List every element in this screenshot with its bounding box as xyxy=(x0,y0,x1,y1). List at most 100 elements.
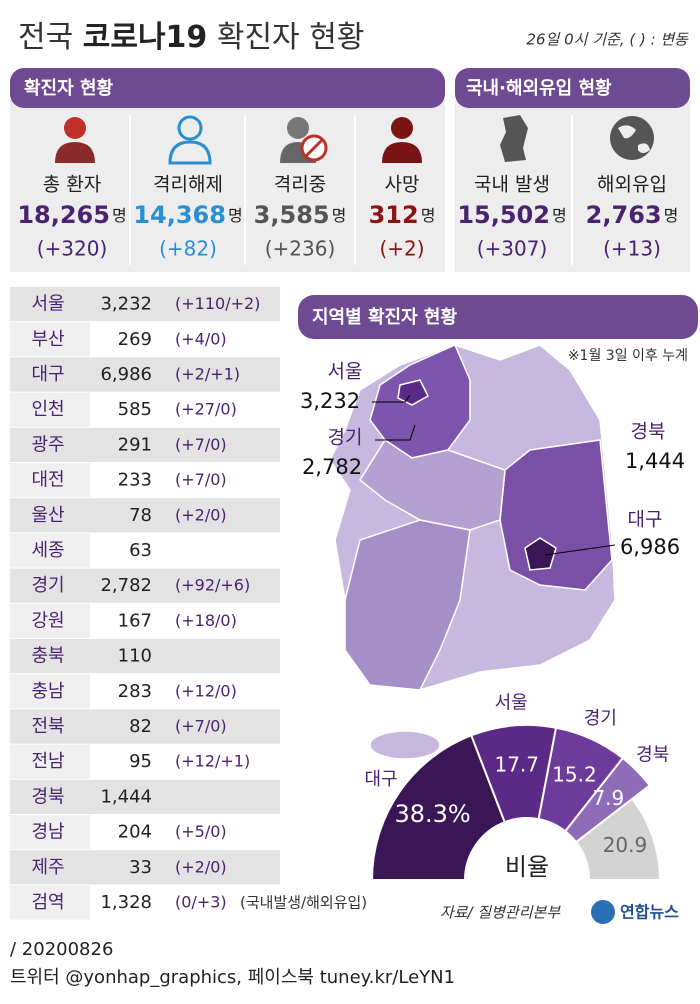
source: 자료/ 질병관리본부 xyxy=(440,904,561,922)
region-count: 78 xyxy=(129,505,152,526)
map-jeolla xyxy=(344,519,471,691)
region-change: (+7/0) xyxy=(175,470,227,489)
map-region-name: 대구 xyxy=(628,509,663,531)
title: 전국 코로나19 확진자 현황 xyxy=(18,20,364,55)
row-bg xyxy=(10,709,280,744)
ratio-value: 17.7 xyxy=(494,752,539,776)
region-name: 경북 xyxy=(31,786,64,807)
region-change: (+18/0) xyxy=(175,611,237,630)
region-change: (0/+3) xyxy=(175,893,227,912)
stat-number: 18,265 xyxy=(17,201,110,229)
region-name: 충북 xyxy=(31,646,64,667)
region-change: (+2/0) xyxy=(175,857,227,876)
name-cell-bg xyxy=(10,744,90,779)
stat-label: 국내 발생 xyxy=(474,174,550,196)
ratio-category: 경기 xyxy=(584,708,617,729)
region-count: 283 xyxy=(118,681,152,702)
row-bg xyxy=(10,850,280,885)
ratio-category: 대구 xyxy=(365,769,398,790)
name-cell-bg xyxy=(10,392,90,427)
stat-label: 사망 xyxy=(385,174,420,196)
stat-number: 2,763 xyxy=(586,201,662,229)
icon-person-dark xyxy=(382,117,422,163)
region-count: 585 xyxy=(118,399,152,420)
map-labels: 서울 3,232 경기 2,782 경북 1,444 대구 6,986 xyxy=(300,361,685,560)
stat-label: 격리해제 xyxy=(153,174,223,196)
stat-unit: 명 xyxy=(421,206,436,225)
region-name: 경남 xyxy=(31,822,64,843)
footer-sns: 트위터 @yonhap_graphics, 페이스북 tuney.kr/LeYN… xyxy=(10,967,455,988)
region-count: 95 xyxy=(129,751,152,772)
region-change: (+2/+1) xyxy=(175,365,240,384)
title-prefix: 전국 xyxy=(18,20,73,55)
map xyxy=(329,344,616,760)
region-change: (+27/0) xyxy=(175,400,237,419)
name-cell-bg xyxy=(10,603,90,638)
stat-value: 14,368 명 xyxy=(133,201,242,229)
row-bg xyxy=(10,498,280,533)
stat-change: (+2) xyxy=(379,237,424,261)
title-suffix: 확진자 현황 xyxy=(217,20,365,55)
stat-label: 총 환자 xyxy=(43,174,101,196)
region-table: 서울 3,232 (+110/+2) 부산 269 (+4/0) 대구 6,986 (+2/+1… xyxy=(10,287,367,920)
region-change: (+5/0) xyxy=(175,822,227,841)
map-note: ※1월 3일 이후 누계 xyxy=(568,348,688,364)
icon-person-blocked xyxy=(280,117,328,163)
region-count: 167 xyxy=(118,610,152,631)
ratio-category: 경북 xyxy=(636,744,669,765)
map-chungcheong xyxy=(359,438,506,531)
region-name: 세종 xyxy=(31,540,64,561)
stat-value: 3,585 명 xyxy=(254,201,347,229)
icon-korea xyxy=(500,115,528,162)
stat-change: (+13) xyxy=(603,237,661,261)
region-change: (+2/0) xyxy=(175,505,227,524)
stat-unit: 명 xyxy=(112,206,127,225)
stat-change: (+236) xyxy=(265,237,336,261)
ratio-value: 7.9 xyxy=(592,786,624,810)
ratio-chart: 38.3% 대구 17.7 서울 15.2 경기 7.9 경북 20.9 비율 xyxy=(365,693,669,881)
stat-change: (+307) xyxy=(477,237,548,261)
panel-title: 확진자 현황 xyxy=(24,78,114,99)
region-change: (+92/+6) xyxy=(175,576,250,595)
region-count: 233 xyxy=(118,470,152,491)
region-count: 110 xyxy=(118,646,152,667)
stat-value: 2,763 명 xyxy=(586,201,679,229)
row-bg xyxy=(10,639,280,674)
stat-change: (+82) xyxy=(159,237,217,261)
region-change: (+4/0) xyxy=(175,329,227,348)
region-count: 269 xyxy=(118,329,152,350)
logo: 연합뉴스 xyxy=(620,903,679,922)
header-note: 26일 0시 기준, ( ) : 변동 xyxy=(526,31,689,49)
region-count: 82 xyxy=(129,716,152,737)
ratio-category: 서울 xyxy=(495,693,528,714)
map-region-name: 서울 xyxy=(328,361,363,383)
region-change: (+12/0) xyxy=(175,681,237,700)
ratio-value: 20.9 xyxy=(603,833,648,857)
region-name: 부산 xyxy=(31,329,64,350)
stat-value: 18,265 명 xyxy=(17,201,126,229)
panel-header xyxy=(10,68,445,108)
stat-number: 3,585 xyxy=(254,201,330,229)
map-region-value: 6,986 xyxy=(620,535,680,559)
map-daegu xyxy=(524,537,557,571)
region-count: 63 xyxy=(129,540,152,561)
region-name: 광주 xyxy=(31,434,64,455)
stat-value: 15,502 명 xyxy=(457,201,566,229)
row-bg xyxy=(10,779,280,814)
region-name: 검역 xyxy=(31,892,64,913)
region-change: (+12/+1) xyxy=(175,752,250,771)
stat-label: 격리중 xyxy=(274,174,326,196)
region-change: (+110/+2) xyxy=(175,294,260,313)
map-region-name: 경북 xyxy=(631,421,666,443)
row-bg xyxy=(10,427,280,462)
map-region-value: 3,232 xyxy=(300,389,360,413)
icon-globe xyxy=(610,116,654,160)
region-name: 울산 xyxy=(31,505,64,526)
ratio-segment xyxy=(574,797,662,881)
icon-person-outline xyxy=(168,115,212,165)
map-region-value: 2,782 xyxy=(302,455,362,479)
map-title: 지역별 확진자 현황 xyxy=(312,307,457,328)
map-leaders xyxy=(372,394,616,556)
footer-date: / 20200826 xyxy=(10,939,113,960)
logo-mark xyxy=(591,900,615,924)
